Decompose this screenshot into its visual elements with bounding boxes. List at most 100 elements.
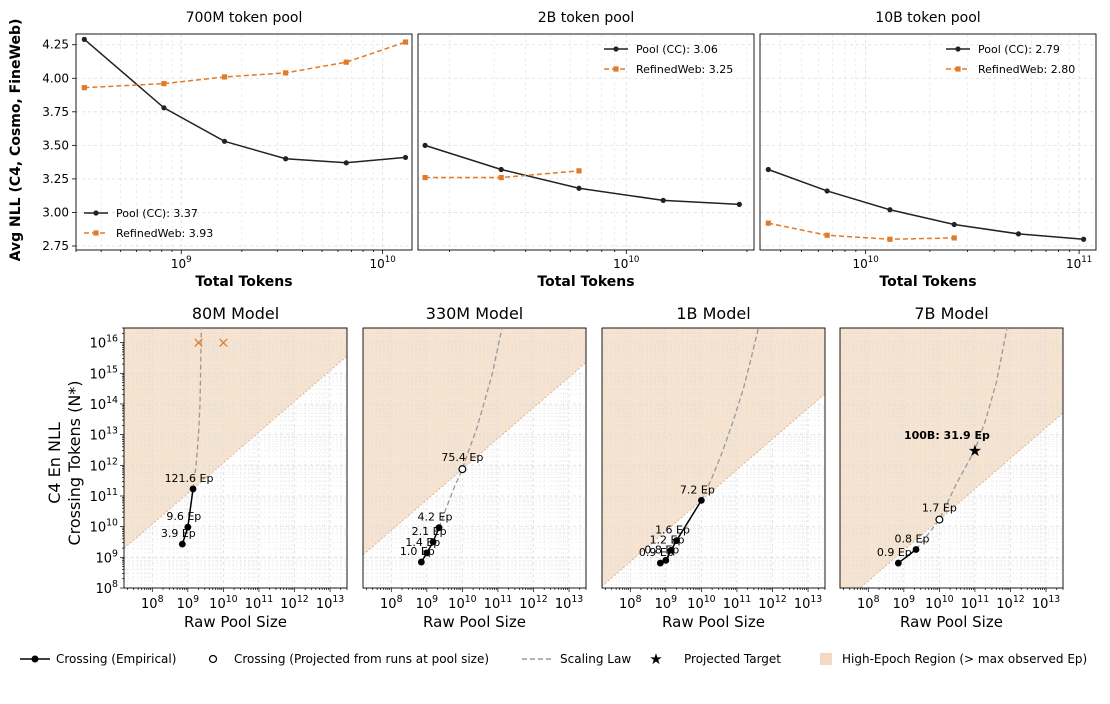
- x-axis-label: Raw Pool Size: [423, 613, 526, 631]
- x-axis-label: Total Tokens: [195, 274, 292, 290]
- y-tick-label: 1016: [90, 334, 118, 352]
- data-point: [221, 138, 228, 144]
- empirical-point: [662, 556, 670, 564]
- data-point: [824, 232, 830, 238]
- high-epoch-region: [363, 328, 586, 555]
- legend-label: RefinedWeb: 2.80: [978, 63, 1075, 76]
- x-tick-label: 109: [177, 594, 200, 612]
- y-tick-label: 3.75: [42, 105, 69, 119]
- y-tick-label: 1014: [90, 395, 118, 413]
- legend-label: Pool (CC): 3.06: [636, 43, 718, 56]
- empirical-point: [423, 549, 431, 557]
- epoch-label: 1.7 Ep: [922, 502, 957, 515]
- x-tick-label: 1013: [1032, 594, 1060, 612]
- series-line: [83, 38, 406, 164]
- x-tick-label: 1011: [1066, 255, 1092, 271]
- epoch-label: 0.9 Ep: [877, 546, 912, 559]
- cross-marker: ×: [192, 334, 205, 352]
- chart-title: 7B Model: [914, 304, 988, 323]
- x-tick-label: 1012: [280, 594, 308, 612]
- y-tick-label: 1010: [90, 518, 118, 536]
- projected-point: [935, 515, 944, 524]
- region-boundary: [124, 355, 347, 549]
- legend-marker: [955, 46, 961, 52]
- epoch-label: 7.2 Ep: [680, 483, 715, 496]
- empirical-point: [667, 546, 675, 554]
- data-point: [951, 235, 957, 241]
- bottom-ylabel-line1: C4 En NLL: [45, 422, 64, 504]
- epoch-label: 121.6 Ep: [165, 472, 214, 485]
- x-axis-label: Raw Pool Size: [900, 613, 1003, 631]
- x-tick-label: 1011: [961, 594, 989, 612]
- epoch-label: 4.2 Ep: [418, 511, 453, 524]
- y-tick-label: 3.50: [42, 138, 69, 152]
- crossing-chart-panel: 80M Model 108 109 1010 1011 1012 1013 Raw Pool …: [90, 304, 348, 631]
- plot-frame: [123, 327, 348, 589]
- x-tick-label: 109: [416, 594, 439, 612]
- empirical-point: [184, 523, 192, 531]
- plot-frame: [75, 33, 413, 251]
- data-point: [343, 59, 349, 65]
- x-tick-label: 1011: [245, 594, 273, 612]
- empirical-point: [673, 537, 680, 545]
- legend-region-label: High-Epoch Region (> max observed Ep): [842, 652, 1087, 666]
- y-tick-label: 1015: [90, 364, 118, 382]
- x-tick-label: 1013: [794, 594, 822, 612]
- data-point: [402, 39, 409, 45]
- x-tick-label: 1013: [555, 594, 583, 612]
- projected-target-star: ★: [968, 441, 982, 460]
- y-tick-label: 3.00: [42, 205, 69, 219]
- data-point: [498, 166, 504, 173]
- plot-frame: [417, 33, 755, 251]
- bottom-ylabel-line2: Crossing Tokens (N*): [65, 380, 84, 545]
- crossing-chart-panel: 7B Model 108 109 1010 1011 1012 1013 Raw Pool S…: [839, 304, 1064, 631]
- empirical-point: [435, 524, 443, 532]
- x-tick-label: 108: [619, 594, 642, 612]
- legend-marker: [613, 46, 619, 52]
- empirical-point: [417, 558, 425, 566]
- legend-scaling-label: Scaling Law: [560, 652, 631, 666]
- x-tick-label: 109: [171, 255, 192, 271]
- data-point: [1081, 236, 1087, 242]
- legend-projected-label: Crossing (Projected from runs at pool si…: [234, 652, 489, 666]
- y-tick-label: 4.25: [42, 38, 69, 52]
- epoch-label: 0.9 Ep: [639, 546, 674, 559]
- epoch-label: 9.6 Ep: [166, 510, 201, 523]
- data-point: [576, 185, 582, 191]
- legend-target-star-icon: ★: [649, 650, 662, 668]
- x-tick-label: 1010: [925, 594, 953, 612]
- data-point: [422, 174, 428, 181]
- y-tick-label: 2.75: [42, 239, 69, 253]
- series-line: [768, 222, 955, 241]
- legend-projected-marker: [208, 654, 218, 664]
- x-axis-label: Raw Pool Size: [184, 613, 287, 631]
- x-tick-label: 1010: [369, 255, 395, 271]
- x-tick-label: 108: [380, 594, 403, 612]
- crossing-chart-panel: 330M Model 108 109 1010 1011 1012 1013 Raw Pool…: [362, 304, 587, 631]
- y-tick-label: 1012: [90, 456, 118, 474]
- empirical-point: [697, 496, 705, 504]
- legend-marker: [955, 66, 961, 72]
- data-point: [736, 201, 742, 207]
- x-tick-label: 1011: [723, 594, 751, 612]
- chart-title: 10B token pool: [875, 10, 980, 26]
- x-tick-label: 109: [655, 594, 678, 612]
- x-tick-label: 1012: [758, 594, 786, 612]
- empirical-point: [656, 559, 664, 567]
- region-boundary: [363, 362, 586, 556]
- data-point: [887, 207, 893, 213]
- scaling-law-line: [700, 328, 759, 501]
- y-tick-label: 1013: [90, 426, 118, 444]
- high-epoch-region: [840, 328, 1063, 588]
- epoch-label: 1.6 Ep: [655, 524, 690, 537]
- data-point: [81, 85, 87, 91]
- crossing-chart-panel: 1B Model 108 109 1010 1011 1012 1013 Raw Pool S…: [601, 304, 826, 631]
- x-tick-label: 1012: [996, 594, 1024, 612]
- bottom-legend: Crossing (Empirical) Crossing (Projected…: [20, 650, 1087, 668]
- data-point: [660, 197, 666, 203]
- data-point: [576, 168, 582, 174]
- scaling-law-line: [915, 328, 1008, 550]
- line-chart-panel: 700M token pool 109 1010 Total Tokens 2.75 3.…: [42, 10, 413, 290]
- x-tick-label: 1010: [209, 594, 237, 612]
